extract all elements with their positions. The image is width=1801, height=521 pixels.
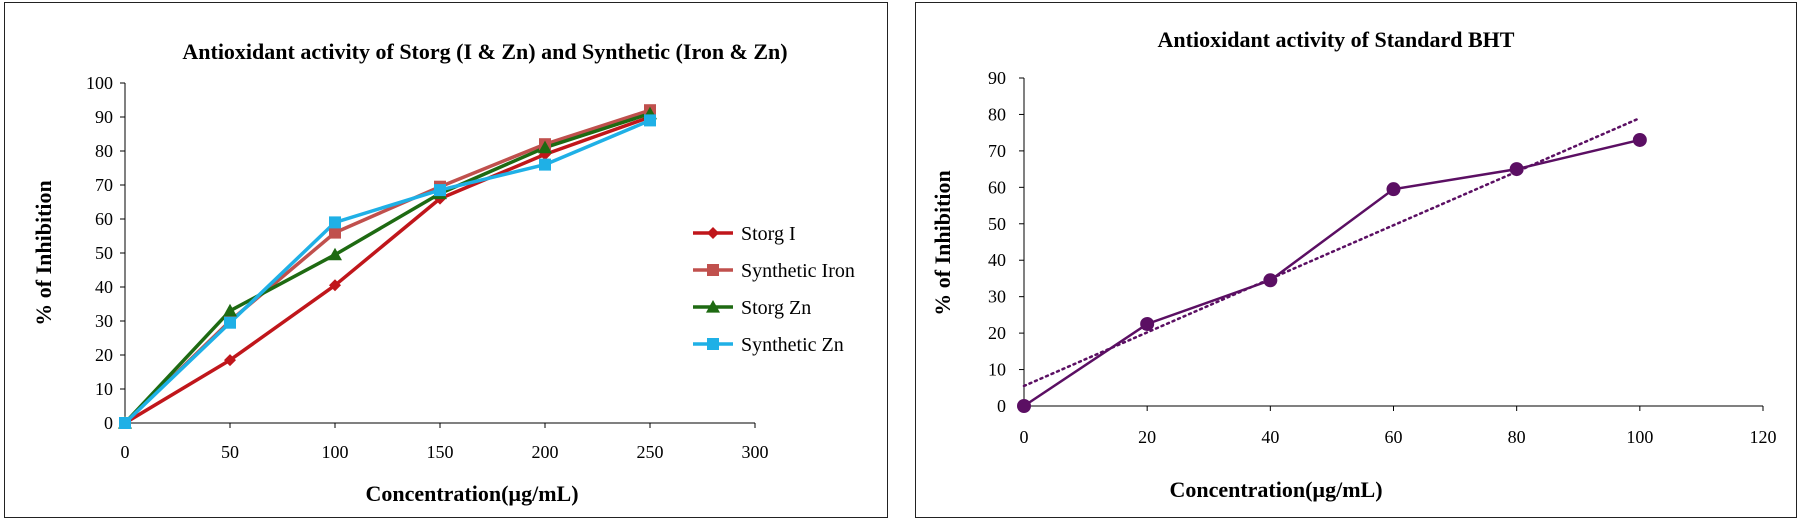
legend-label: Synthetic Zn: [741, 334, 844, 356]
y-tick-label: 60: [988, 177, 1006, 197]
legend-label: Storg Zn: [741, 297, 811, 319]
series-line-bht: [1023, 138, 1641, 408]
y-tick-label: 40: [988, 250, 1006, 270]
chart-standard-bht: Antioxidant activity of Standard BHT 0 10 2…: [930, 27, 1777, 502]
y-axis-title: % of Inhibition: [930, 170, 955, 316]
data-point-storg-zn: [328, 247, 342, 261]
y-tick-label: 60: [95, 209, 113, 229]
data-point-synthetic-zn: [539, 158, 551, 171]
legend-marker: [707, 338, 719, 350]
x-tick-label: 200: [532, 442, 559, 462]
y-tick-label: 100: [86, 73, 113, 93]
x-tick-label: 40: [1261, 427, 1279, 447]
y-tick-label: 10: [988, 360, 1006, 380]
y-tick-label: 80: [988, 104, 1006, 124]
x-axis-title: Concentration(µg/mL): [1169, 477, 1382, 502]
legend-marker: [707, 264, 719, 276]
y-tick-label: 30: [95, 311, 113, 331]
series-line-storg-i: [124, 115, 651, 425]
y-tick-label: 40: [95, 277, 113, 297]
y-tick-label: 50: [95, 243, 113, 263]
y-tick-label: 50: [988, 214, 1006, 234]
x-tick-label: 80: [1508, 427, 1526, 447]
y-tick-label: 20: [988, 323, 1006, 343]
data-point-bht: [1632, 132, 1647, 147]
y-axis-title: % of Inhibition: [31, 180, 56, 326]
legend-marker: [707, 227, 719, 239]
y-tick-label: 20: [95, 345, 113, 365]
chart-panel-bht: Antioxidant activity of Standard BHT 0 10 2…: [915, 2, 1797, 518]
x-tick-label: 50: [221, 442, 239, 462]
legend-marker: [706, 300, 720, 313]
x-tick-label: 100: [1626, 427, 1653, 447]
data-point-synthetic-zn: [119, 417, 131, 429]
x-tick-label: 300: [742, 442, 769, 462]
y-tick-label: 80: [95, 141, 113, 161]
x-tick-label: 0: [1020, 427, 1029, 447]
y-tick-label: 70: [988, 141, 1006, 161]
data-point-synthetic-iron: [329, 226, 341, 239]
y-tick-label: 30: [988, 287, 1006, 307]
trendline: [1022, 116, 1642, 388]
x-tick-label: 60: [1385, 427, 1403, 447]
data-point-bht: [1386, 182, 1401, 197]
y-tick-label: 10: [95, 379, 113, 399]
legend-label: Storg I: [741, 223, 796, 245]
y-tick-label: 0: [997, 396, 1006, 416]
data-point-synthetic-zn: [224, 316, 236, 329]
y-tick-label: 0: [104, 413, 113, 433]
y-tick-label: 90: [95, 107, 113, 127]
x-tick-label: 100: [322, 442, 349, 462]
series-line-storg-zn: [123, 111, 651, 425]
chart-title: Antioxidant activity of Storg (I & Zn) a…: [182, 39, 787, 64]
x-tick-label: 20: [1138, 427, 1156, 447]
data-point-storg-zn: [223, 303, 237, 317]
x-tick-label: 250: [637, 442, 664, 462]
legend-label: Synthetic Iron: [741, 260, 855, 282]
data-point-synthetic-zn: [644, 114, 656, 127]
x-axis-title: Concentration(µg/mL): [365, 481, 578, 506]
data-point-bht: [1140, 317, 1155, 331]
data-point-storg-zn: [538, 140, 552, 154]
x-tick-label: 150: [427, 442, 454, 462]
data-point-bht: [1509, 162, 1524, 177]
data-point-bht: [1263, 273, 1278, 288]
chart-panel-storg-synthetic: Antioxidant activity of Storg (I & Zn) a…: [4, 2, 888, 518]
series-line-synthetic-zn: [123, 118, 651, 425]
x-tick-label: 0: [121, 442, 130, 462]
chart-storg-synthetic: Antioxidant activity of Storg (I & Zn) a…: [31, 39, 855, 506]
data-point-storg-i: [329, 279, 341, 292]
data-point-synthetic-zn: [329, 216, 341, 229]
data-point-synthetic-zn: [434, 184, 446, 197]
chart-title: Antioxidant activity of Standard BHT: [1158, 27, 1515, 52]
y-tick-label: 90: [988, 68, 1006, 88]
x-tick-label: 120: [1750, 427, 1777, 447]
y-tick-label: 70: [95, 175, 113, 195]
data-point-storg-i: [224, 354, 236, 367]
data-point-bht: [1017, 399, 1031, 413]
